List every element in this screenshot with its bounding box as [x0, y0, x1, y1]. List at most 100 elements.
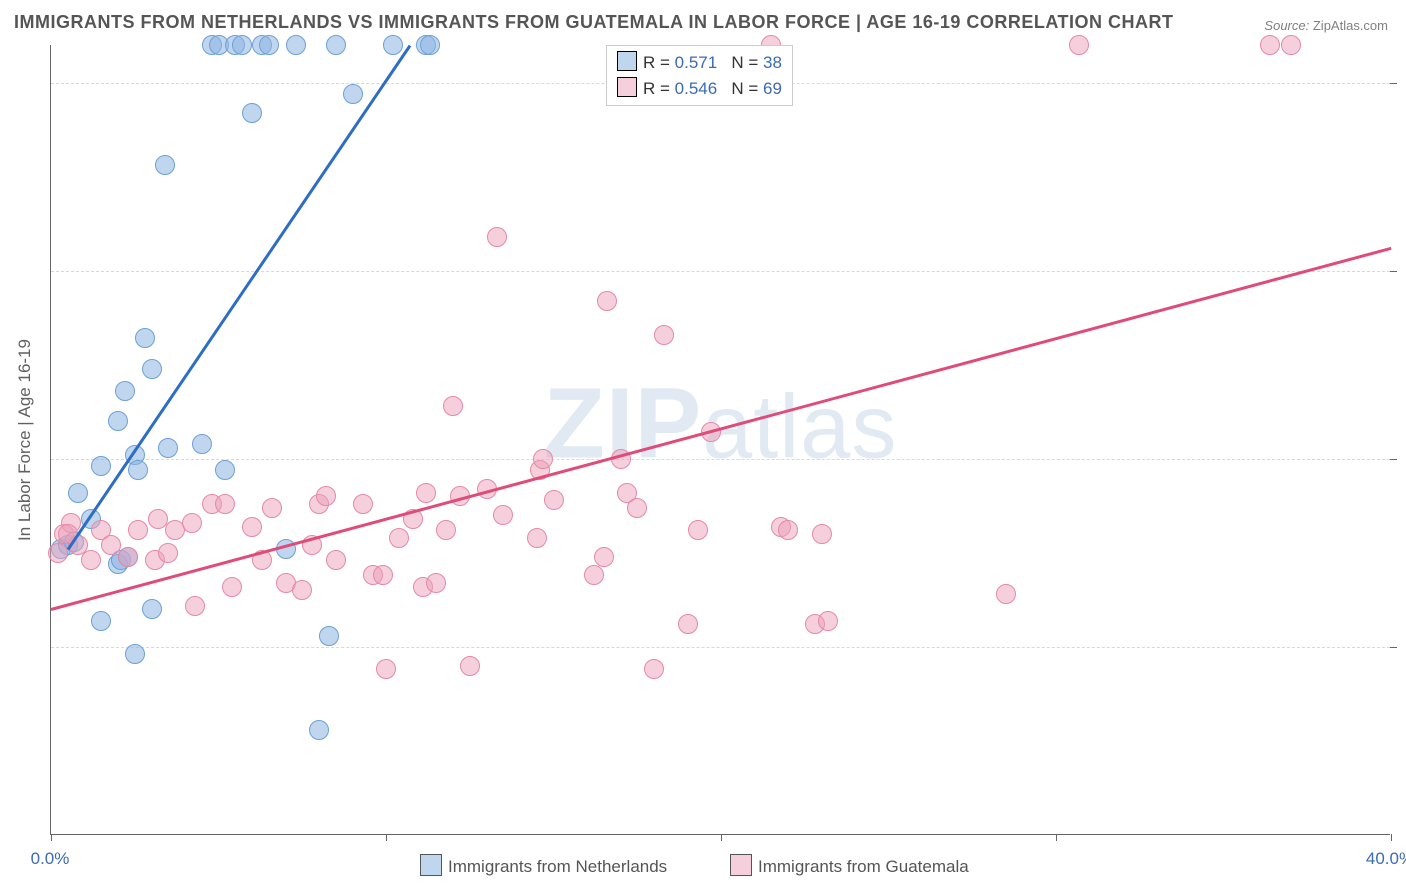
data-point-netherlands [326, 35, 346, 55]
n-value: 38 [763, 53, 782, 72]
data-point-guatemala [182, 513, 202, 533]
data-point-netherlands [242, 103, 262, 123]
x-tick [721, 834, 722, 841]
trendline-netherlands [67, 44, 412, 550]
data-point-netherlands [286, 35, 306, 55]
series-legend-netherlands: Immigrants from Netherlands [420, 854, 667, 877]
data-point-guatemala [493, 505, 513, 525]
data-point-guatemala [426, 573, 446, 593]
data-point-netherlands [142, 599, 162, 619]
n-label: N = [717, 79, 763, 98]
data-point-guatemala [544, 490, 564, 510]
correlation-row-netherlands: R = 0.571 N = 38 [617, 50, 782, 76]
data-point-guatemala [1069, 35, 1089, 55]
data-point-netherlands [91, 611, 111, 631]
data-point-netherlands [215, 460, 235, 480]
gridline [51, 271, 1390, 272]
r-label: R = [643, 53, 675, 72]
data-point-guatemala [627, 498, 647, 518]
data-point-guatemala [818, 611, 838, 631]
y-tick [1390, 83, 1397, 84]
r-value: 0.546 [675, 79, 718, 98]
data-point-guatemala [594, 547, 614, 567]
y-axis-label: In Labor Force | Age 16-19 [15, 339, 35, 541]
plot-area: ZIPatlas 25.0%50.0%75.0%100.0%R = 0.571 … [50, 45, 1390, 835]
legend-swatch-netherlands [420, 854, 442, 876]
data-point-guatemala [436, 520, 456, 540]
data-point-guatemala [215, 494, 235, 514]
x-tick [386, 834, 387, 841]
data-point-netherlands [108, 411, 128, 431]
gridline [51, 459, 1390, 460]
data-point-netherlands [420, 35, 440, 55]
data-point-guatemala [527, 528, 547, 548]
data-point-netherlands [142, 359, 162, 379]
legend-swatch-netherlands [617, 51, 637, 71]
data-point-guatemala [292, 580, 312, 600]
data-point-guatemala [118, 547, 138, 567]
y-tick [1390, 647, 1397, 648]
data-point-netherlands [158, 438, 178, 458]
data-point-netherlands [91, 456, 111, 476]
r-value: 0.571 [675, 53, 718, 72]
data-point-guatemala [1260, 35, 1280, 55]
data-point-guatemala [389, 528, 409, 548]
data-point-netherlands [125, 644, 145, 664]
data-point-guatemala [996, 584, 1016, 604]
data-point-netherlands [155, 155, 175, 175]
data-point-guatemala [443, 396, 463, 416]
x-tick [51, 834, 52, 841]
data-point-guatemala [353, 494, 373, 514]
data-point-netherlands [192, 434, 212, 454]
data-point-guatemala [326, 550, 346, 570]
source-attribution: Source: ZipAtlas.com [1264, 18, 1388, 33]
data-point-guatemala [81, 550, 101, 570]
x-tick-label: 40.0% [1366, 849, 1406, 869]
r-label: R = [643, 79, 675, 98]
legend-swatch-guatemala [617, 77, 637, 97]
data-point-guatemala [262, 498, 282, 518]
data-point-guatemala [158, 543, 178, 563]
data-point-guatemala [533, 449, 553, 469]
x-tick [1056, 834, 1057, 841]
data-point-guatemala [416, 483, 436, 503]
data-point-guatemala [584, 565, 604, 585]
data-point-guatemala [644, 659, 664, 679]
legend-swatch-guatemala [730, 854, 752, 876]
chart-title: IMMIGRANTS FROM NETHERLANDS VS IMMIGRANT… [14, 12, 1174, 33]
data-point-guatemala [487, 227, 507, 247]
data-point-guatemala [597, 291, 617, 311]
y-tick [1390, 459, 1397, 460]
data-point-netherlands [128, 460, 148, 480]
series-legend-guatemala: Immigrants from Guatemala [730, 854, 969, 877]
data-point-guatemala [222, 577, 242, 597]
n-value: 69 [763, 79, 782, 98]
y-tick [1390, 271, 1397, 272]
correlation-row-guatemala: R = 0.546 N = 69 [617, 76, 782, 102]
data-point-netherlands [115, 381, 135, 401]
data-point-netherlands [259, 35, 279, 55]
data-point-netherlands [232, 35, 252, 55]
data-point-guatemala [688, 520, 708, 540]
data-point-netherlands [319, 626, 339, 646]
data-point-guatemala [48, 543, 68, 563]
legend-label: Immigrants from Netherlands [448, 857, 667, 876]
data-point-netherlands [68, 483, 88, 503]
data-point-netherlands [135, 328, 155, 348]
data-point-guatemala [1281, 35, 1301, 55]
data-point-guatemala [812, 524, 832, 544]
trendline-guatemala [51, 247, 1392, 611]
gridline [51, 647, 1390, 648]
source-value: ZipAtlas.com [1313, 18, 1388, 33]
correlation-legend: R = 0.571 N = 38R = 0.546 N = 69 [606, 45, 793, 106]
data-point-guatemala [128, 520, 148, 540]
n-label: N = [717, 53, 763, 72]
x-tick [1391, 834, 1392, 841]
source-label: Source: [1264, 18, 1309, 33]
data-point-guatemala [678, 614, 698, 634]
data-point-guatemala [373, 565, 393, 585]
data-point-guatemala [376, 659, 396, 679]
data-point-guatemala [242, 517, 262, 537]
data-point-netherlands [383, 35, 403, 55]
x-tick-label: 0.0% [31, 849, 70, 869]
